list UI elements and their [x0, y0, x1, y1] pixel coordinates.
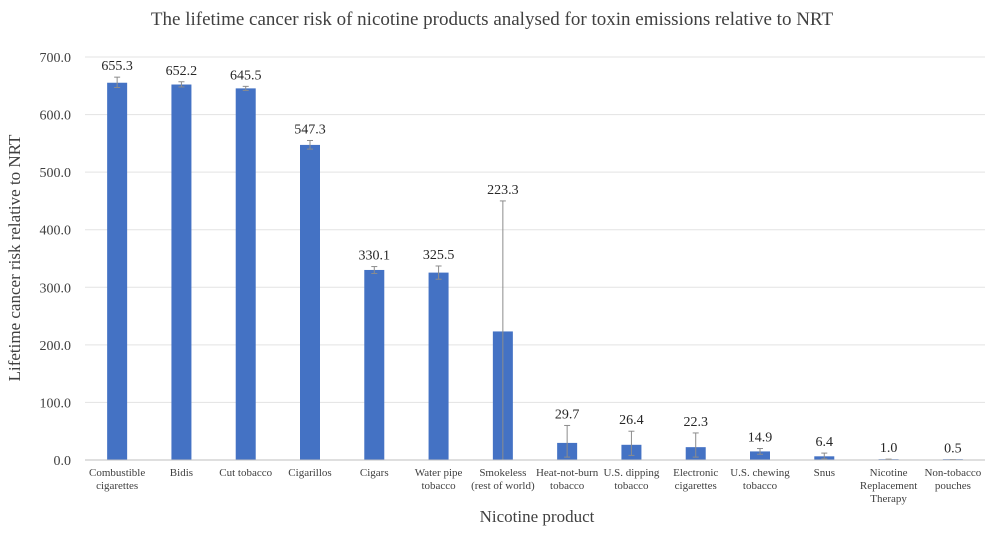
data-label: 325.5: [423, 248, 455, 263]
y-tick-label: 700.0: [40, 51, 72, 66]
x-axis-title: Nicotine product: [480, 507, 595, 526]
y-axis-title: Lifetime cancer risk relative to NRT: [5, 134, 24, 381]
x-tick-label-line: U.S. dipping: [603, 467, 659, 479]
x-tick-label-line: Therapy: [870, 493, 907, 505]
bar: [171, 85, 191, 460]
x-tick-label-line: Cigars: [360, 467, 389, 479]
x-tick-label-line: cigarettes: [675, 480, 717, 492]
data-label: 29.7: [555, 407, 580, 422]
x-tick-label: Cigarillos: [288, 467, 331, 479]
y-tick-label: 200.0: [40, 339, 72, 354]
x-tick-label: Bidis: [170, 467, 193, 479]
data-label: 655.3: [101, 59, 133, 74]
data-label: 330.1: [359, 249, 391, 264]
x-tick-label-line: cigarettes: [96, 480, 138, 492]
x-tick-label-line: Cigarillos: [288, 467, 331, 479]
y-tick-label: 500.0: [40, 166, 72, 181]
x-tick-label-line: Water pipe: [415, 467, 463, 479]
x-tick-label-line: Non-tobacco: [924, 467, 981, 479]
x-tick-label-line: Smokeless: [479, 467, 526, 479]
x-tick-label: Snus: [814, 467, 835, 479]
x-tick-label-line: Replacement: [860, 480, 917, 492]
data-label: 547.3: [294, 122, 326, 137]
data-label: 6.4: [816, 435, 834, 450]
x-tick-label-line: (rest of world): [471, 480, 535, 492]
x-tick-label-line: Heat-not-burn: [536, 467, 599, 479]
data-label: 22.3: [683, 415, 708, 430]
x-tick-label-line: Combustible: [89, 467, 145, 479]
x-tick-label-line: U.S. chewing: [730, 467, 790, 479]
bars: [107, 83, 963, 460]
x-tick-label-line: tobacco: [421, 480, 456, 492]
x-tick-label: Cut tobacco: [219, 467, 272, 479]
y-axis-ticks: 0.0 100.0 200.0 300.0 400.0 500.0 600.0 700.0: [40, 51, 72, 469]
data-label: 26.4: [619, 413, 644, 428]
data-label: 652.2: [166, 64, 198, 79]
bar: [236, 88, 256, 460]
x-tick-label-line: Cut tobacco: [219, 467, 272, 479]
x-tick-label-line: Snus: [814, 467, 835, 479]
data-label: 1.0: [880, 441, 898, 456]
bar: [364, 270, 384, 460]
data-label: 223.3: [487, 183, 519, 198]
x-tick-label-line: tobacco: [550, 480, 585, 492]
x-tick-label: Smokeless(rest of world): [471, 467, 535, 492]
x-tick-label-line: pouches: [935, 480, 971, 492]
bar: [107, 83, 127, 460]
bar: [300, 145, 320, 460]
data-labels: 655.3 652.2 645.5 547.3 330.1 325.5 223.3 29.7 2…: [101, 59, 961, 456]
y-tick-label: 100.0: [40, 396, 72, 411]
y-tick-label: 0.0: [54, 454, 72, 469]
chart-title: The lifetime cancer risk of nicotine pro…: [151, 9, 834, 30]
x-tick-label: Cigars: [360, 467, 389, 479]
data-label: 0.5: [944, 442, 962, 457]
y-tick-label: 600.0: [40, 109, 72, 124]
x-tick-label-line: tobacco: [614, 480, 649, 492]
x-tick-label-line: Nicotine: [870, 467, 908, 479]
gridlines: [85, 57, 985, 402]
x-tick-label-line: tobacco: [743, 480, 778, 492]
data-label: 14.9: [748, 430, 773, 445]
y-tick-label: 400.0: [40, 224, 72, 239]
data-label: 645.5: [230, 68, 262, 83]
y-tick-label: 300.0: [40, 281, 72, 296]
bar: [429, 273, 449, 460]
x-tick-label-line: Electronic: [673, 467, 718, 479]
x-tick-label-line: Bidis: [170, 467, 193, 479]
